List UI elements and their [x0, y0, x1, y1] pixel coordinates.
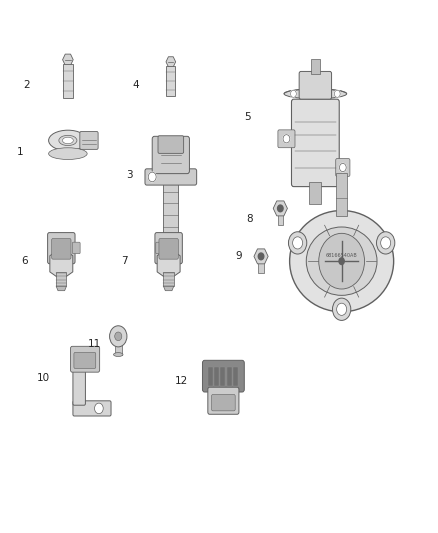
Circle shape	[334, 90, 340, 98]
Text: 3: 3	[126, 170, 133, 180]
Polygon shape	[63, 54, 73, 65]
Polygon shape	[163, 286, 174, 290]
Bar	[278, 212, 283, 225]
FancyBboxPatch shape	[156, 242, 163, 254]
Circle shape	[278, 205, 283, 212]
Bar	[214, 367, 219, 386]
Bar	[220, 367, 225, 386]
Text: 8: 8	[246, 214, 253, 223]
FancyBboxPatch shape	[74, 352, 96, 368]
Text: 68166540AB: 68166540AB	[326, 253, 357, 257]
FancyBboxPatch shape	[145, 169, 197, 185]
Polygon shape	[273, 201, 287, 216]
Text: 6: 6	[21, 256, 28, 266]
Text: 7: 7	[121, 256, 128, 266]
Circle shape	[337, 303, 346, 316]
Bar	[208, 367, 212, 386]
Circle shape	[293, 237, 303, 249]
Bar	[166, 66, 175, 96]
Ellipse shape	[49, 148, 87, 159]
FancyBboxPatch shape	[291, 99, 339, 187]
FancyBboxPatch shape	[208, 387, 239, 414]
Circle shape	[110, 326, 127, 347]
Text: 5: 5	[244, 112, 251, 122]
Bar	[309, 182, 321, 205]
Text: 9: 9	[235, 251, 242, 261]
FancyBboxPatch shape	[158, 136, 184, 154]
Circle shape	[148, 172, 156, 182]
Ellipse shape	[49, 130, 87, 151]
Bar	[163, 272, 174, 286]
FancyBboxPatch shape	[52, 238, 71, 259]
Ellipse shape	[113, 353, 123, 357]
FancyBboxPatch shape	[159, 238, 178, 259]
Bar	[63, 63, 73, 98]
Circle shape	[338, 257, 345, 265]
Bar	[258, 260, 264, 273]
Circle shape	[381, 237, 391, 249]
Polygon shape	[166, 56, 176, 67]
Text: 1: 1	[16, 147, 23, 157]
Text: 10: 10	[37, 374, 50, 383]
FancyBboxPatch shape	[202, 360, 244, 392]
FancyBboxPatch shape	[152, 136, 190, 174]
Bar	[233, 367, 238, 386]
Circle shape	[377, 232, 395, 254]
Circle shape	[283, 135, 290, 143]
Bar	[56, 272, 67, 286]
Text: 11: 11	[88, 339, 101, 349]
Circle shape	[115, 332, 122, 341]
Circle shape	[289, 232, 307, 254]
Bar	[163, 177, 178, 236]
Circle shape	[258, 253, 264, 260]
Circle shape	[332, 298, 351, 320]
Circle shape	[95, 403, 103, 414]
Text: 2: 2	[23, 80, 30, 90]
Polygon shape	[254, 249, 268, 264]
FancyBboxPatch shape	[336, 159, 350, 176]
Circle shape	[339, 164, 346, 172]
Bar	[311, 59, 320, 74]
Bar	[336, 173, 347, 215]
FancyBboxPatch shape	[212, 394, 235, 411]
Polygon shape	[56, 286, 67, 290]
FancyBboxPatch shape	[73, 367, 85, 405]
Ellipse shape	[59, 135, 77, 146]
FancyBboxPatch shape	[278, 130, 295, 148]
FancyBboxPatch shape	[73, 401, 111, 416]
Ellipse shape	[306, 227, 377, 295]
Bar	[115, 336, 122, 354]
FancyBboxPatch shape	[48, 232, 75, 264]
FancyBboxPatch shape	[72, 242, 80, 254]
Text: 4: 4	[132, 80, 139, 90]
Polygon shape	[50, 248, 73, 280]
Polygon shape	[157, 248, 180, 280]
FancyBboxPatch shape	[299, 71, 332, 99]
Bar	[227, 367, 232, 386]
Text: 12: 12	[175, 376, 188, 386]
Ellipse shape	[284, 89, 347, 99]
Ellipse shape	[290, 211, 394, 312]
FancyBboxPatch shape	[80, 132, 98, 149]
FancyBboxPatch shape	[155, 232, 182, 264]
Circle shape	[290, 90, 297, 98]
Circle shape	[319, 233, 364, 289]
Ellipse shape	[63, 137, 73, 144]
FancyBboxPatch shape	[71, 346, 99, 372]
